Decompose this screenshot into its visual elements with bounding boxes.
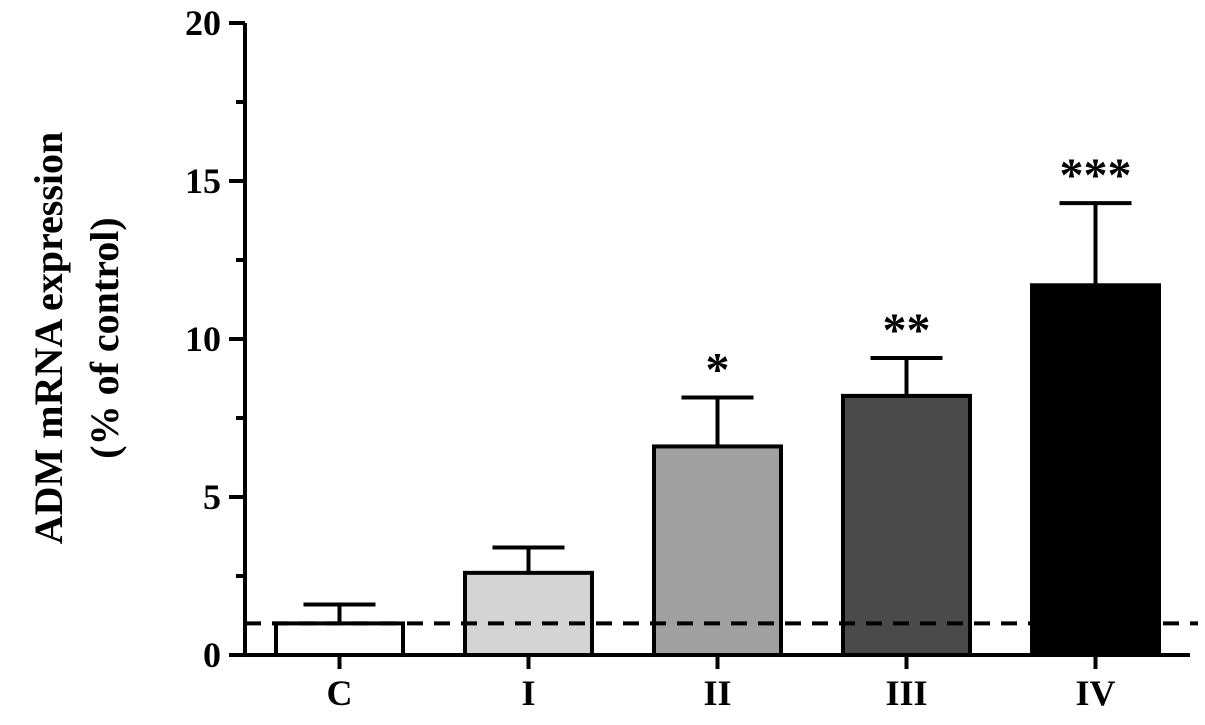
bars-group: ****** (274, 149, 1161, 658)
x-tick-label: C (327, 673, 353, 713)
y-tick-label: 0 (203, 635, 221, 675)
bar-III (841, 393, 972, 657)
bar-I (463, 570, 594, 658)
x-tick-label: III (885, 673, 927, 713)
significance-marker: *** (1060, 149, 1132, 202)
y-axis-title-line-1: ADM mRNA expression (26, 132, 71, 545)
y-axis-title-line-2: (% of control) (82, 217, 127, 458)
y-axis: 0 5 10 15 20 (185, 3, 247, 675)
x-tick-label: IV (1075, 673, 1115, 713)
significance-marker: * (706, 343, 730, 396)
y-tick-label: 20 (185, 3, 221, 43)
y-tick-label: 5 (203, 477, 221, 517)
y-axis-title: ADM mRNA expression (% of control) (26, 132, 127, 545)
bar-IV (1030, 283, 1161, 657)
significance-marker: ** (883, 304, 931, 357)
bar-C (274, 621, 405, 658)
x-tick-label: I (521, 673, 535, 713)
y-tick-label: 15 (185, 161, 221, 201)
x-tick-label: II (703, 673, 731, 713)
x-axis: C I II III IV (243, 653, 1190, 713)
y-tick-label: 10 (185, 319, 221, 359)
